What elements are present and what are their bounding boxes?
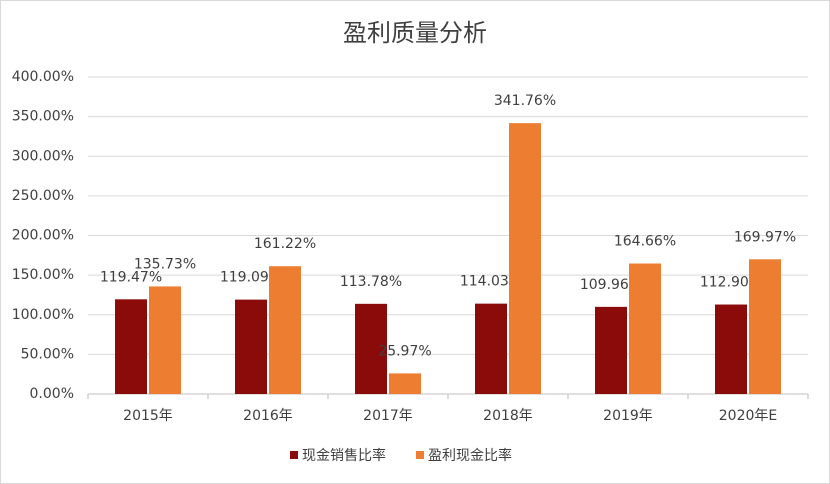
data-label: 169.97% bbox=[734, 229, 796, 245]
y-tick-label: 200.00% bbox=[12, 228, 74, 244]
data-label: 112.90% bbox=[700, 275, 762, 291]
bar bbox=[355, 303, 387, 394]
data-label: 113.78% bbox=[340, 274, 402, 290]
data-label: 164.66% bbox=[614, 234, 676, 250]
y-tick-label: 50.00% bbox=[21, 346, 74, 362]
bar bbox=[269, 266, 301, 394]
legend-label: 盈利现金比率 bbox=[428, 447, 512, 464]
data-label: 119.47% bbox=[100, 269, 162, 285]
data-label: 109.96% bbox=[580, 277, 642, 293]
data-label: 135.73% bbox=[134, 256, 196, 272]
y-tick-label: 250.00% bbox=[12, 188, 74, 204]
y-tick-label: 300.00% bbox=[12, 148, 74, 164]
data-label: 161.22% bbox=[254, 236, 316, 252]
x-tick-label: 2015年 bbox=[123, 408, 173, 424]
data-label: 25.97% bbox=[378, 343, 431, 359]
bar bbox=[149, 286, 181, 394]
bar bbox=[629, 263, 661, 394]
x-tick-label: 2020年E bbox=[719, 408, 777, 424]
bar bbox=[715, 304, 747, 394]
bar bbox=[235, 299, 267, 394]
bar bbox=[509, 123, 541, 394]
y-tick-label: 100.00% bbox=[12, 307, 74, 323]
bar bbox=[595, 306, 627, 394]
chart-title: 盈利质量分析 bbox=[343, 19, 487, 47]
data-label: 119.09% bbox=[220, 270, 282, 286]
bar bbox=[115, 299, 147, 394]
data-label: 114.03% bbox=[460, 274, 522, 290]
bar bbox=[389, 373, 421, 394]
bar bbox=[475, 303, 507, 394]
legend-swatch bbox=[290, 451, 298, 459]
x-tick-label: 2016年 bbox=[243, 408, 293, 424]
bar bbox=[749, 259, 781, 394]
x-tick-label: 2019年 bbox=[603, 408, 653, 424]
legend-swatch bbox=[416, 451, 424, 459]
y-tick-label: 350.00% bbox=[12, 109, 74, 125]
legend-label: 现金销售比率 bbox=[302, 447, 386, 464]
y-tick-label: 150.00% bbox=[12, 267, 74, 283]
y-tick-label: 0.00% bbox=[30, 386, 74, 402]
y-tick-label: 400.00% bbox=[12, 69, 74, 85]
x-tick-label: 2018年 bbox=[483, 408, 533, 424]
x-tick-label: 2017年 bbox=[363, 408, 413, 424]
data-label: 341.76% bbox=[494, 93, 556, 109]
